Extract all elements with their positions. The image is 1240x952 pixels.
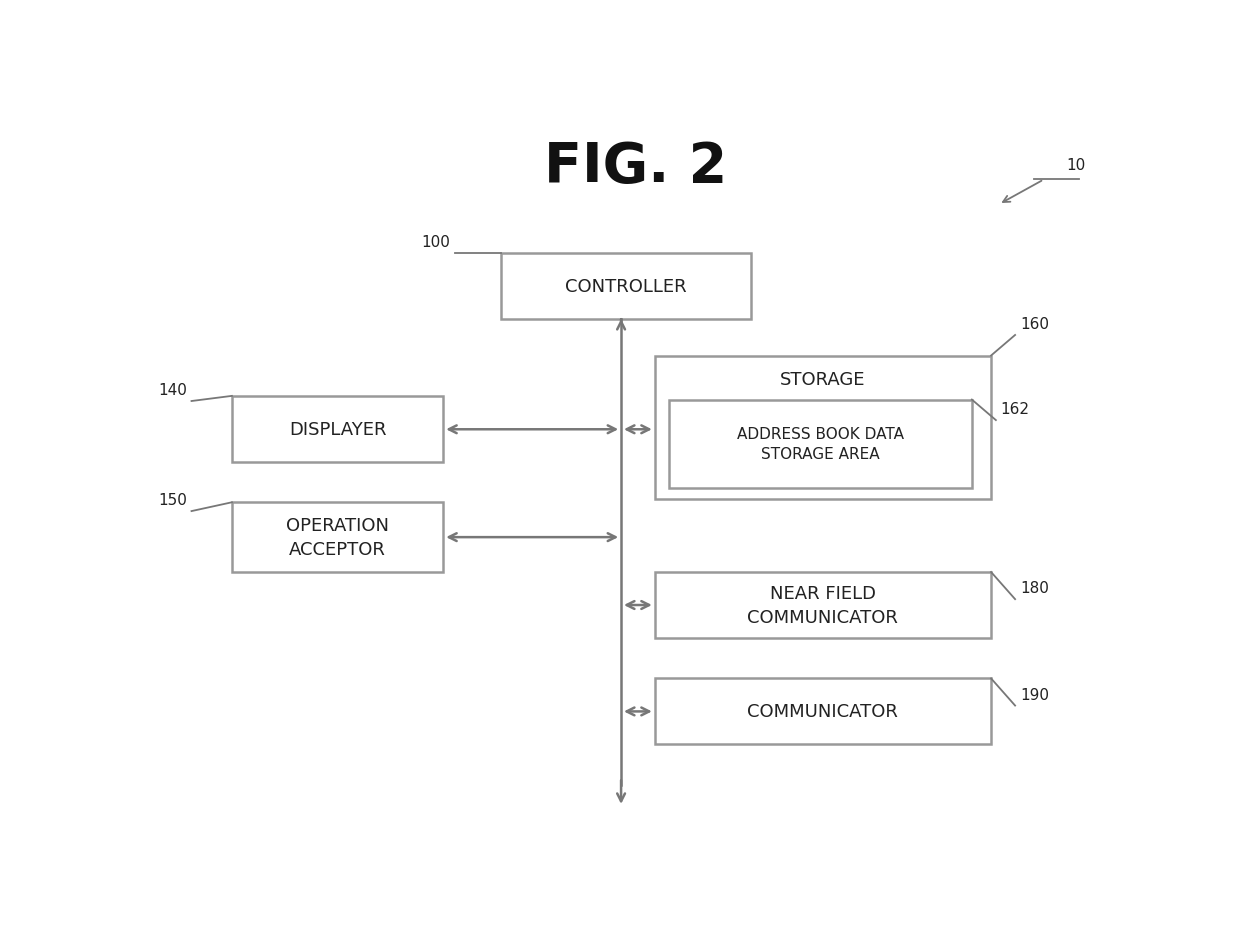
Text: 150: 150 — [157, 493, 187, 507]
Text: 160: 160 — [1019, 317, 1049, 332]
Bar — [655, 679, 991, 744]
Bar — [655, 572, 991, 639]
Text: OPERATION
ACCEPTOR: OPERATION ACCEPTOR — [286, 517, 389, 559]
Bar — [501, 253, 750, 320]
Text: CONTROLLER: CONTROLLER — [565, 278, 687, 295]
Text: DISPLAYER: DISPLAYER — [289, 421, 387, 439]
Bar — [232, 396, 444, 463]
Bar — [670, 400, 972, 488]
Text: 100: 100 — [422, 235, 450, 249]
Text: 180: 180 — [1019, 581, 1049, 596]
Text: ADDRESS BOOK DATA
STORAGE AREA: ADDRESS BOOK DATA STORAGE AREA — [737, 426, 904, 462]
Text: FIG. 2: FIG. 2 — [544, 140, 727, 194]
Text: 140: 140 — [157, 383, 187, 398]
Text: 190: 190 — [1019, 687, 1049, 703]
Text: NEAR FIELD
COMMUNICATOR: NEAR FIELD COMMUNICATOR — [748, 585, 898, 626]
Text: 162: 162 — [1001, 402, 1029, 417]
Text: STORAGE: STORAGE — [780, 371, 866, 388]
Text: COMMUNICATOR: COMMUNICATOR — [748, 703, 898, 721]
Text: 10: 10 — [1066, 158, 1085, 173]
Bar — [232, 503, 444, 572]
Bar — [655, 356, 991, 499]
